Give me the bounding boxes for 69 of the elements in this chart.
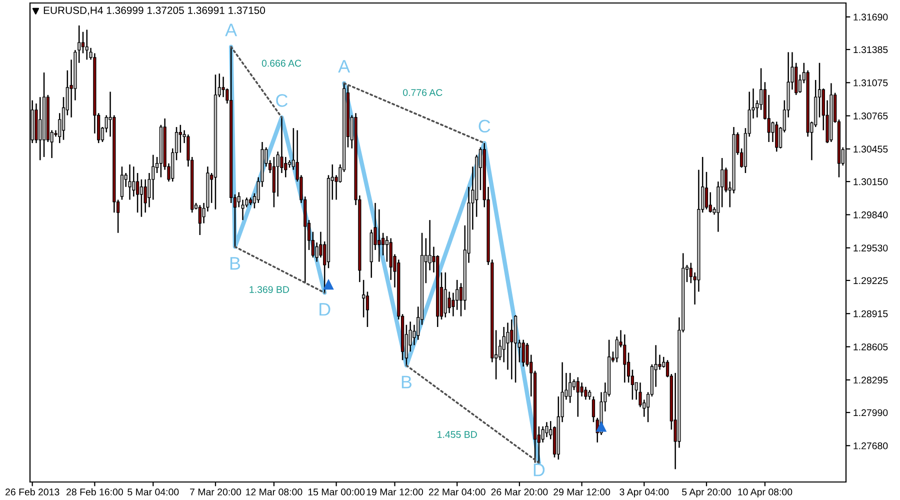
x-tick-label: 15 Mar 00:00 bbox=[308, 488, 365, 496]
data-label: B bbox=[402, 376, 412, 388]
x-tick-label: 12 Mar 08:00 bbox=[246, 488, 302, 496]
y-tick-label: 1.28605 bbox=[854, 343, 888, 350]
x-tick-label: 26 Feb 2013 bbox=[6, 488, 60, 496]
candlestick bbox=[38, 96, 42, 161]
y-tick-label: 1.30455 bbox=[854, 146, 888, 153]
data-label: A bbox=[225, 24, 238, 36]
candlestick bbox=[658, 354, 662, 370]
y-tick-label: 1.29225 bbox=[854, 277, 888, 284]
candlestick bbox=[522, 339, 525, 368]
candlestick bbox=[178, 124, 182, 154]
x-tick-label: 26 Mar 20:00 bbox=[491, 488, 548, 496]
y-tick-label: 1.29530 bbox=[854, 244, 888, 252]
data-label: C bbox=[276, 94, 288, 107]
candlestick bbox=[85, 29, 88, 60]
candlestick bbox=[576, 376, 580, 418]
y-tick-label: 1.28915 bbox=[854, 310, 888, 318]
candlestick bbox=[708, 192, 712, 214]
x-tick-label: 29 Mar 12:00 bbox=[554, 488, 610, 496]
candlestick bbox=[541, 426, 544, 444]
x-tick-label: 28 Feb 16:00 bbox=[66, 488, 123, 496]
data-label: D bbox=[320, 303, 330, 316]
y-tick-label: 1.31385 bbox=[854, 46, 888, 54]
series-label: 1.455 BD bbox=[438, 431, 477, 438]
x-tick-label: 3 Apr 04:00 bbox=[620, 488, 669, 498]
candlestick bbox=[140, 178, 144, 218]
candlestick bbox=[580, 382, 584, 398]
candlestick bbox=[588, 389, 592, 400]
x-tick-label: 7 Mar 20:00 bbox=[190, 488, 242, 496]
candlestick bbox=[81, 31, 85, 54]
candlestick bbox=[584, 386, 588, 400]
y-tick-label: 1.27680 bbox=[854, 442, 888, 450]
x-tick-label: 22 Mar 04:00 bbox=[428, 488, 486, 496]
x-tick-label: 5 Apr 20:00 bbox=[682, 488, 731, 498]
candlestick bbox=[623, 334, 626, 384]
series-label: 0.776 AC bbox=[403, 89, 442, 96]
series-label: 1.369 BD bbox=[250, 286, 290, 293]
candlestick bbox=[510, 318, 514, 380]
candlestick bbox=[568, 372, 572, 404]
candlestick bbox=[128, 164, 132, 200]
candlestick bbox=[428, 219, 432, 271]
series-label: 0.666 AC bbox=[262, 60, 302, 67]
y-tick-label: 1.30765 bbox=[854, 112, 888, 120]
x-tick-label: 5 Mar 04:00 bbox=[128, 488, 179, 496]
y-tick-label: 1.29840 bbox=[854, 211, 888, 218]
candlestick bbox=[592, 396, 596, 423]
data-label: C bbox=[478, 120, 490, 133]
y-tick-label: 1.27990 bbox=[854, 409, 888, 416]
candlestick bbox=[444, 272, 447, 318]
candlestick bbox=[366, 291, 370, 328]
y-tick-label: 1.31075 bbox=[854, 79, 888, 86]
x-tick-label: 19 Mar 12:00 bbox=[366, 488, 424, 496]
candlestick bbox=[704, 171, 708, 210]
candlestick bbox=[362, 279, 366, 318]
y-tick-label: 1.31690 bbox=[854, 14, 888, 21]
data-label: D bbox=[534, 464, 545, 476]
y-tick-label: 1.30150 bbox=[854, 178, 888, 186]
candlestick bbox=[198, 204, 202, 236]
candlestick bbox=[132, 166, 136, 198]
data-label: A bbox=[338, 60, 350, 72]
candlestick bbox=[448, 291, 451, 314]
chart-title: EURUSD,H4 1.36999 1.37205 1.36991 1.37150 bbox=[44, 6, 266, 16]
x-tick-label: 10 Apr 08:00 bbox=[738, 488, 792, 498]
candlestick bbox=[378, 208, 381, 262]
data-label: B bbox=[230, 257, 240, 270]
candlestick bbox=[120, 166, 124, 200]
y-tick-label: 1.28295 bbox=[854, 376, 888, 384]
candlestick bbox=[775, 121, 778, 152]
